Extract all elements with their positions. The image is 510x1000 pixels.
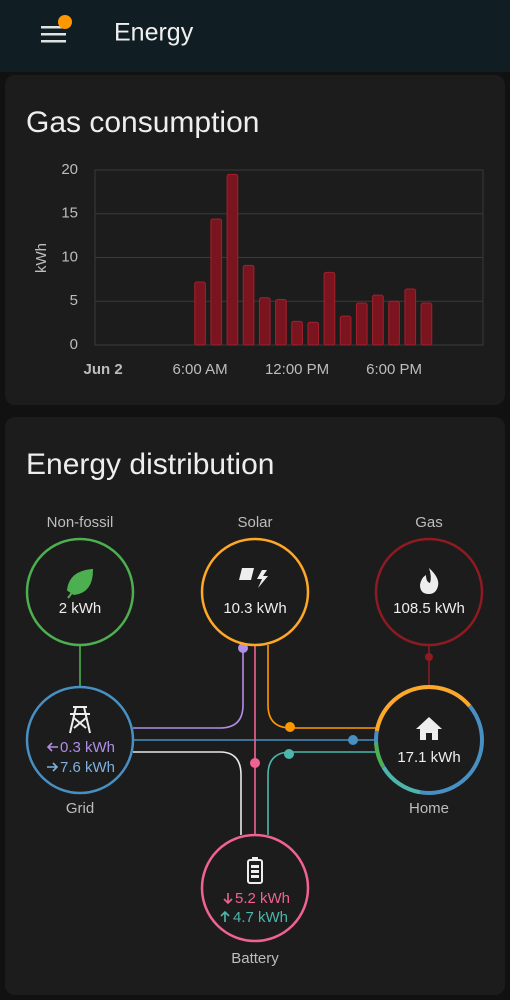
battery-in: 5.2 kWh (235, 890, 290, 907)
x-tick-label: 6:00 AM (173, 361, 228, 378)
bar (307, 321, 320, 346)
node-value: 10.3 kWh (223, 600, 286, 617)
bar (388, 300, 400, 346)
node-label: Gas (415, 514, 443, 531)
bar (420, 302, 433, 346)
bar (339, 315, 352, 346)
bar (372, 294, 384, 346)
grid-out: 7.6 kWh (60, 759, 115, 776)
x-tick-label: 6:00 PM (366, 361, 422, 378)
node-solar[interactable] (200, 537, 310, 647)
chart-title: Gas consumption (26, 106, 259, 139)
page-title: Energy (114, 19, 194, 47)
bar (226, 173, 239, 346)
y-axis-label: kWh (33, 243, 50, 273)
bar (323, 271, 336, 346)
node-grid[interactable] (25, 685, 135, 795)
flows (79, 643, 433, 835)
section-title: Energy distribution (26, 448, 274, 481)
node-gas[interactable] (374, 537, 484, 647)
bar (242, 264, 255, 346)
bar (258, 297, 271, 346)
x-tick-label: 12:00 PM (265, 361, 329, 378)
menu-button[interactable] (41, 15, 72, 43)
bar (194, 281, 206, 346)
node-value: 2 kWh (59, 600, 102, 617)
node-battery[interactable] (200, 833, 310, 943)
grid-in: 0.3 kWh (60, 739, 115, 756)
bar (210, 218, 223, 346)
bar (291, 320, 303, 346)
bar (275, 299, 287, 346)
node-value: 108.5 kWh (393, 600, 465, 617)
bar (404, 288, 417, 346)
bar (355, 302, 368, 346)
node-label: Non-fossil (47, 514, 114, 531)
node-label: Solar (237, 514, 272, 531)
app-bar (0, 0, 510, 72)
x-tick-label: Jun 2 (83, 361, 122, 378)
node-label: Grid (66, 800, 94, 817)
y-tick-label: 5 (70, 292, 78, 309)
y-tick-label: 0 (70, 336, 78, 353)
y-tick-label: 15 (61, 205, 78, 222)
node-non-fossil[interactable] (25, 537, 135, 647)
y-tick-label: 10 (61, 248, 78, 265)
node-value: 17.1 kWh (397, 749, 460, 766)
node-home[interactable] (357, 668, 502, 813)
node-label: Battery (231, 950, 279, 967)
node-label: Home (409, 800, 449, 817)
battery-out: 4.7 kWh (233, 909, 288, 926)
y-tick-label: 20 (61, 161, 78, 178)
chart: 0 5 10 15 20 Jun 2 6:00 AM 12:00 PM 6:00 PM (61, 161, 483, 378)
